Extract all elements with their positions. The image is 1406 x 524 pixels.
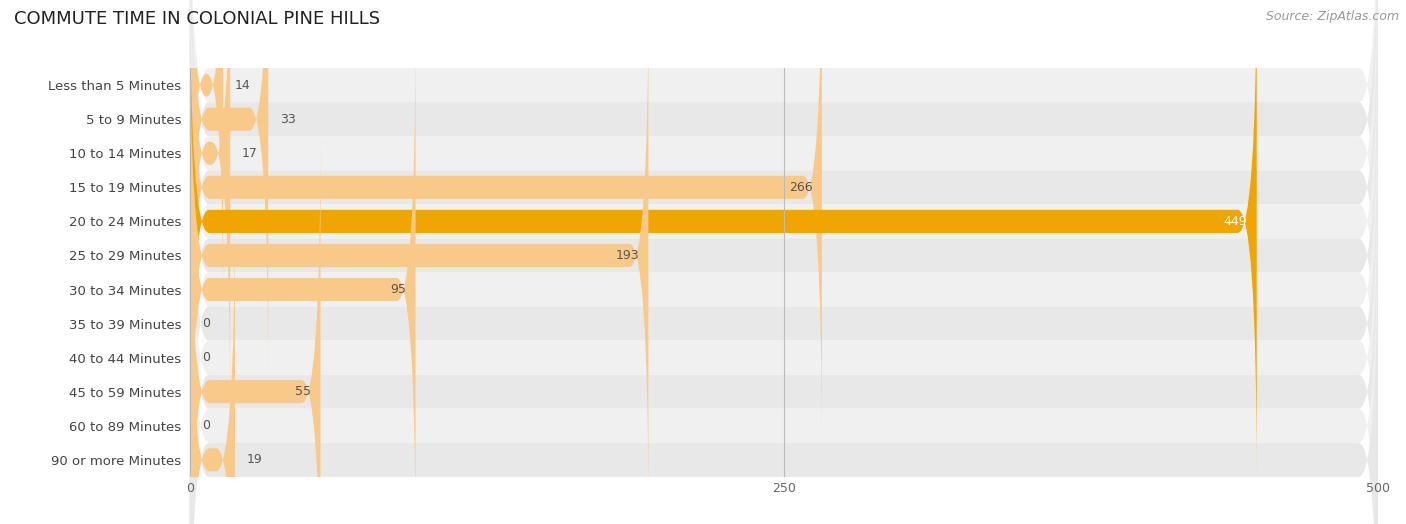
FancyBboxPatch shape	[190, 199, 235, 524]
FancyBboxPatch shape	[190, 0, 1378, 443]
FancyBboxPatch shape	[190, 0, 269, 380]
FancyBboxPatch shape	[190, 136, 1378, 524]
FancyBboxPatch shape	[190, 131, 321, 524]
Text: 266: 266	[789, 181, 813, 194]
Text: 14: 14	[235, 79, 250, 92]
Text: Source: ZipAtlas.com: Source: ZipAtlas.com	[1265, 10, 1399, 24]
FancyBboxPatch shape	[190, 102, 1378, 524]
Text: 0: 0	[201, 351, 209, 364]
Text: 19: 19	[247, 453, 263, 466]
FancyBboxPatch shape	[190, 0, 823, 448]
Text: 55: 55	[295, 385, 311, 398]
FancyBboxPatch shape	[190, 204, 1378, 524]
FancyBboxPatch shape	[190, 0, 1257, 482]
FancyBboxPatch shape	[190, 0, 648, 516]
Text: 449: 449	[1223, 215, 1247, 228]
Text: 17: 17	[242, 147, 257, 160]
FancyBboxPatch shape	[190, 0, 224, 312]
Text: 193: 193	[616, 249, 638, 262]
FancyBboxPatch shape	[190, 0, 1378, 511]
FancyBboxPatch shape	[190, 0, 1378, 341]
FancyBboxPatch shape	[190, 0, 231, 414]
FancyBboxPatch shape	[190, 170, 1378, 524]
Text: 95: 95	[389, 283, 406, 296]
Text: 0: 0	[201, 317, 209, 330]
FancyBboxPatch shape	[190, 68, 1378, 524]
FancyBboxPatch shape	[190, 0, 1378, 375]
FancyBboxPatch shape	[190, 0, 1378, 409]
FancyBboxPatch shape	[190, 0, 1378, 477]
FancyBboxPatch shape	[190, 34, 1378, 524]
FancyBboxPatch shape	[190, 29, 416, 524]
Text: COMMUTE TIME IN COLONIAL PINE HILLS: COMMUTE TIME IN COLONIAL PINE HILLS	[14, 10, 380, 28]
Text: 0: 0	[201, 419, 209, 432]
Text: 33: 33	[280, 113, 295, 126]
